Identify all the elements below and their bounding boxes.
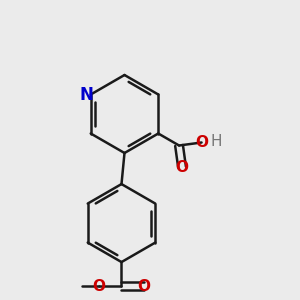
Text: O: O bbox=[195, 135, 208, 150]
Text: N: N bbox=[79, 85, 93, 103]
Text: H: H bbox=[210, 134, 222, 148]
Text: O: O bbox=[137, 279, 151, 294]
Text: O: O bbox=[92, 279, 106, 294]
Text: O: O bbox=[176, 160, 189, 175]
